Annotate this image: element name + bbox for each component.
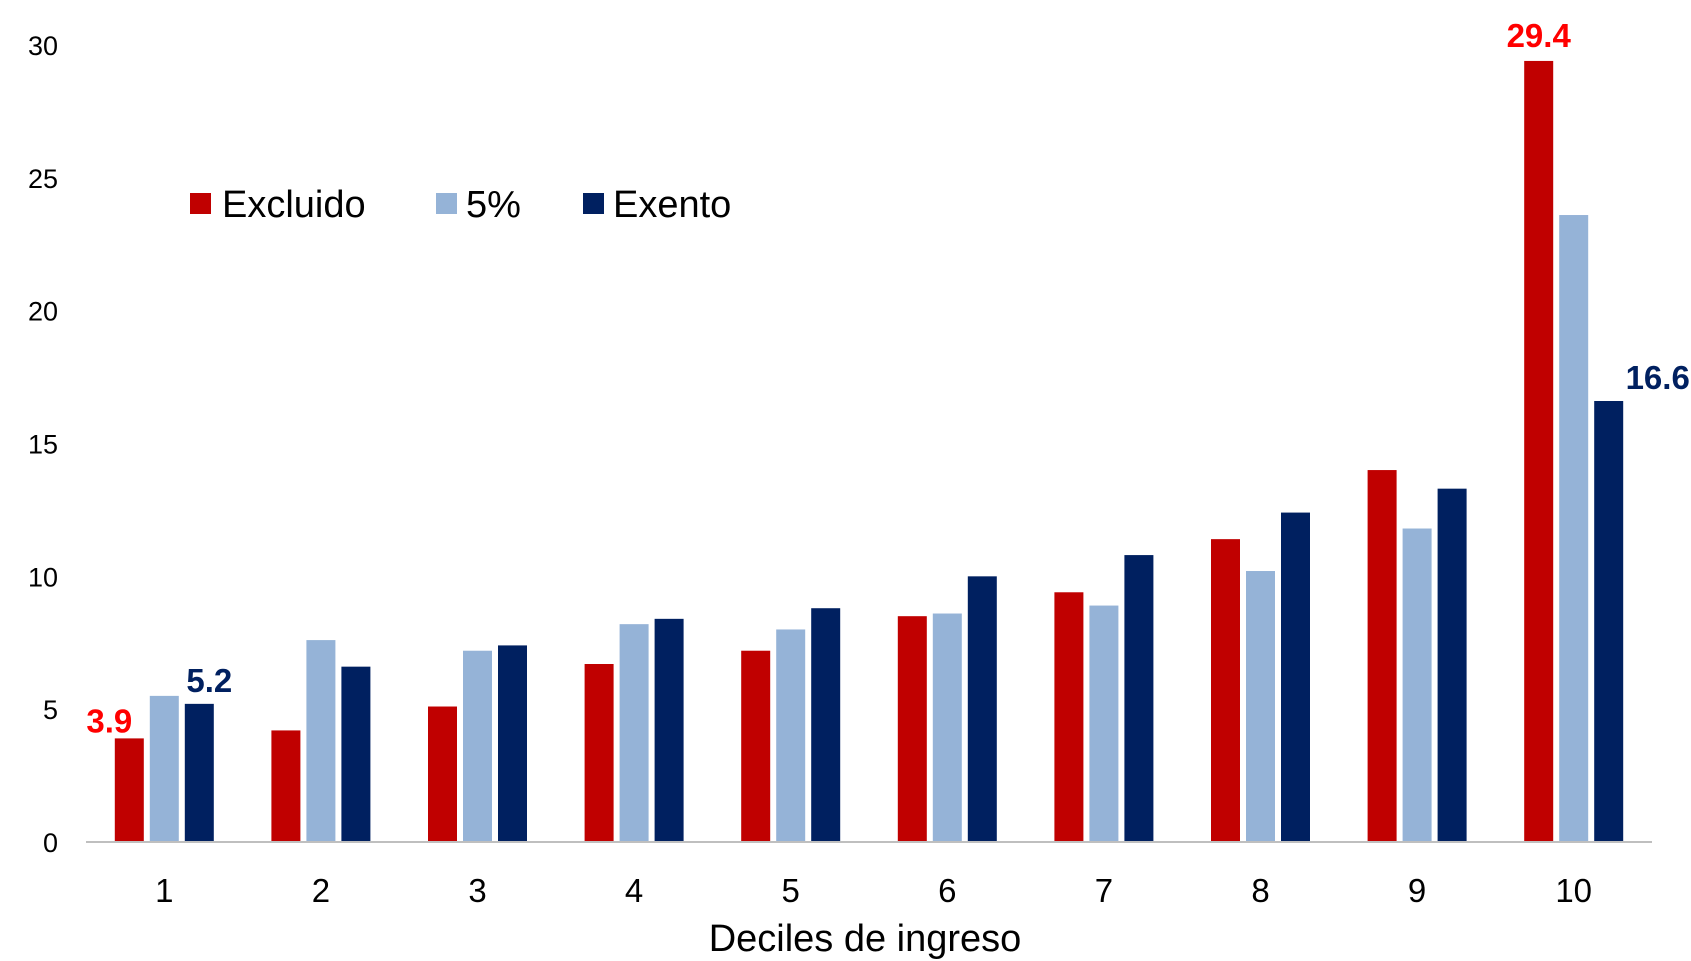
- x-tick-label: 9: [1408, 872, 1426, 909]
- x-tick-label: 7: [1095, 872, 1113, 909]
- bar: [1559, 215, 1589, 842]
- y-tick-label: 0: [43, 828, 58, 858]
- bar: [306, 640, 336, 842]
- bar: [149, 695, 179, 842]
- bar: [1367, 470, 1397, 842]
- y-tick-label: 25: [28, 164, 58, 194]
- legend: Excluido 5% Exento: [190, 184, 731, 226]
- data-label: 3.9: [86, 702, 132, 739]
- legend-label: 5%: [466, 184, 521, 226]
- x-axis-ticks: 1 2 3 4 5 6 7 8 9 10: [155, 872, 1592, 909]
- bar: [184, 703, 214, 842]
- x-tick-label: 10: [1555, 872, 1592, 909]
- data-label: 16.6: [1626, 359, 1690, 396]
- bar: [967, 576, 997, 842]
- bar: [114, 738, 144, 842]
- y-tick-label: 15: [28, 430, 58, 460]
- y-axis-ticks: 0 5 10 15 20 25 30: [28, 31, 58, 858]
- bar: [463, 650, 492, 842]
- bar: [1054, 592, 1084, 842]
- bar: [619, 624, 649, 842]
- bar: [1211, 539, 1240, 842]
- x-tick-label: 4: [625, 872, 643, 909]
- x-tick-label: 6: [938, 872, 956, 909]
- bar: [741, 650, 771, 842]
- x-tick-label: 1: [155, 872, 173, 909]
- bar: [428, 706, 457, 842]
- bar: [584, 664, 614, 842]
- data-label: 5.2: [186, 662, 232, 699]
- x-axis-title: Deciles de ingreso: [709, 918, 1022, 960]
- legend-swatch: [583, 193, 604, 214]
- data-label: 29.4: [1507, 17, 1572, 54]
- bar: [1594, 400, 1624, 842]
- bar: [1524, 60, 1554, 842]
- bar: [1402, 528, 1432, 842]
- bar: [1089, 605, 1119, 842]
- data-labels: 3.9 5.2 29.4 16.6: [86, 17, 1689, 739]
- x-tick-label: 5: [782, 872, 800, 909]
- legend-label: Exento: [613, 184, 731, 226]
- bar: [811, 608, 841, 842]
- x-tick-label: 3: [468, 872, 486, 909]
- bar: [498, 645, 527, 842]
- y-tick-label: 30: [28, 31, 58, 61]
- bar: [1281, 512, 1310, 842]
- bar: [341, 666, 371, 842]
- bar: [776, 629, 806, 842]
- bar: [1437, 488, 1467, 842]
- legend-label: Excluido: [222, 184, 366, 226]
- bar: [271, 730, 301, 842]
- x-tick-label: 8: [1251, 872, 1269, 909]
- bar: [654, 618, 684, 842]
- x-tick-label: 2: [312, 872, 330, 909]
- y-tick-label: 10: [28, 562, 58, 592]
- y-tick-label: 20: [28, 297, 58, 327]
- legend-swatch: [190, 193, 211, 214]
- bar: [932, 613, 962, 842]
- legend-swatch: [436, 193, 457, 214]
- y-tick-label: 5: [43, 695, 58, 725]
- bar: [1246, 571, 1275, 842]
- bar: [1124, 555, 1154, 842]
- bar: [897, 616, 927, 842]
- bars: [114, 60, 1624, 842]
